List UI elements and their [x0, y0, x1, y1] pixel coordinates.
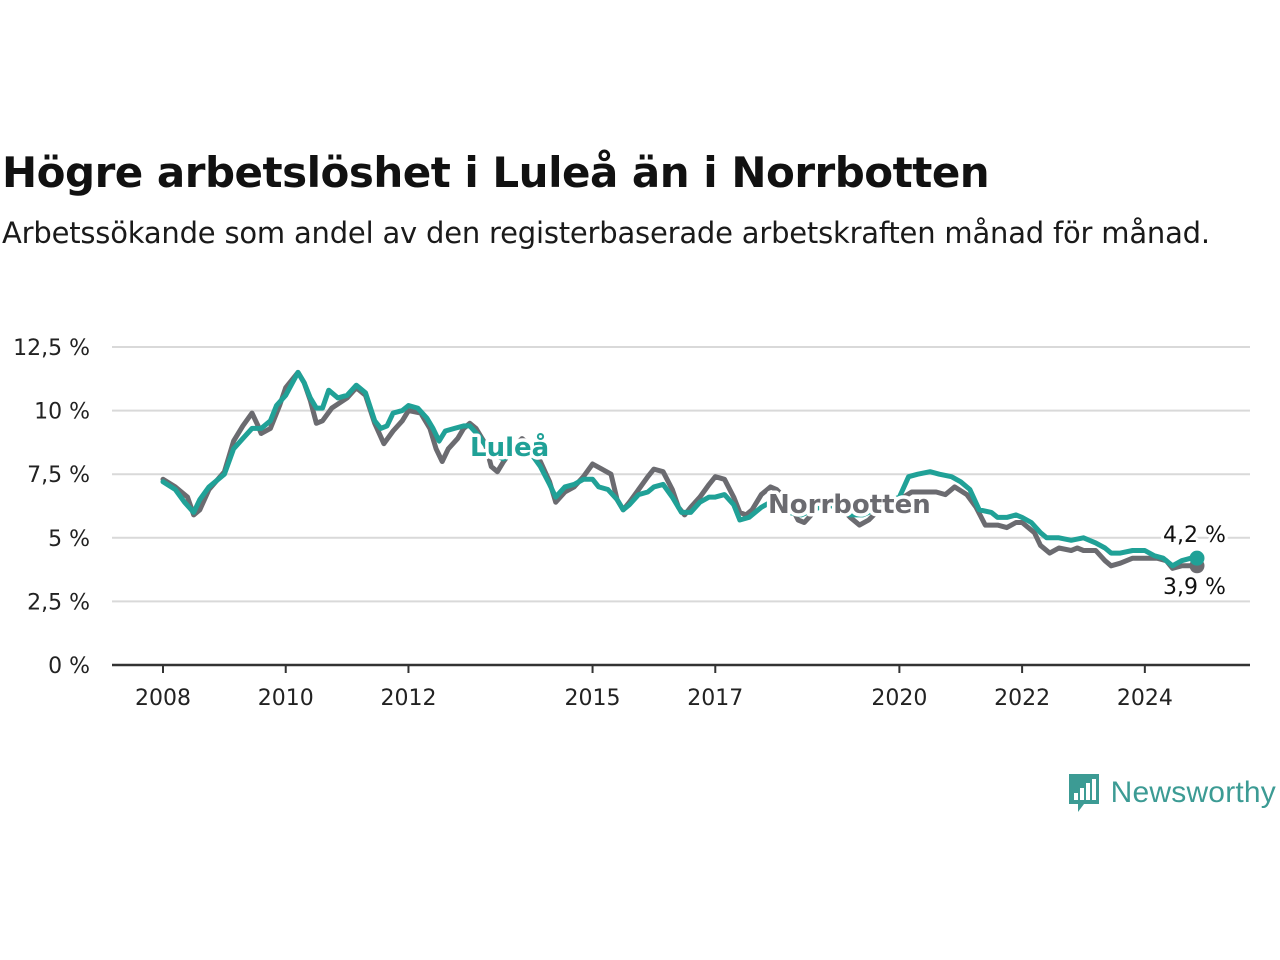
x-tick-label: 2015	[565, 686, 621, 711]
series-label-norrbotten: Norrbotten	[768, 490, 931, 520]
newsworthy-logo-icon	[1068, 774, 1099, 812]
x-tick-label: 2024	[1117, 686, 1173, 711]
y-tick-label: 2,5 %	[27, 590, 90, 615]
chart-title: Högre arbetslöshet i Luleå än i Norrbott…	[2, 148, 990, 197]
y-tick-label: 7,5 %	[27, 463, 90, 488]
y-tick-label: 5 %	[48, 527, 90, 552]
x-axis-ticks: 2008 2010 2012 2015 2017 2020 2022 2024	[135, 665, 1173, 711]
y-tick-label: 10 %	[34, 400, 90, 425]
x-tick-label: 2022	[994, 686, 1050, 711]
line-chart: 0 %2,5 %5 %7,5 %10 %12,5 % 2008 2010 2012 2…	[13, 336, 1250, 711]
series-line-norrbotten	[160, 369, 1200, 571]
x-tick-label: 2017	[687, 686, 743, 711]
series-lines	[160, 369, 1200, 571]
chart-subtitle: Arbetssökande som andel av den registerb…	[2, 216, 1210, 250]
series-labels: Luleå Norrbotten	[467, 428, 935, 524]
x-tick-label: 2010	[258, 686, 314, 711]
series-label-lulea: Luleå	[470, 431, 549, 463]
y-tick-label: 0 %	[48, 654, 90, 679]
y-tick-label: 12,5 %	[13, 336, 90, 361]
end-points	[1189, 550, 1205, 574]
end-label-norrbotten: 3,9 %	[1163, 575, 1226, 600]
end-value-labels: 4,2 % 3,9 %	[1160, 520, 1229, 603]
end-point-lulea	[1189, 550, 1205, 566]
series-line-lulea	[160, 369, 1200, 569]
end-label-lulea: 4,2 %	[1163, 523, 1226, 548]
x-tick-label: 2020	[871, 686, 927, 711]
brand-name: Newsworthy	[1110, 776, 1276, 809]
gridlines	[112, 346, 1250, 603]
newsworthy-brand: Newsworthy	[1067, 772, 1276, 814]
y-axis-tick-labels: 0 % 2,5 % 5 % 7,5 % 10 % 12,5 %	[13, 336, 90, 679]
x-tick-label: 2008	[135, 686, 191, 711]
x-tick-label: 2012	[380, 686, 436, 711]
